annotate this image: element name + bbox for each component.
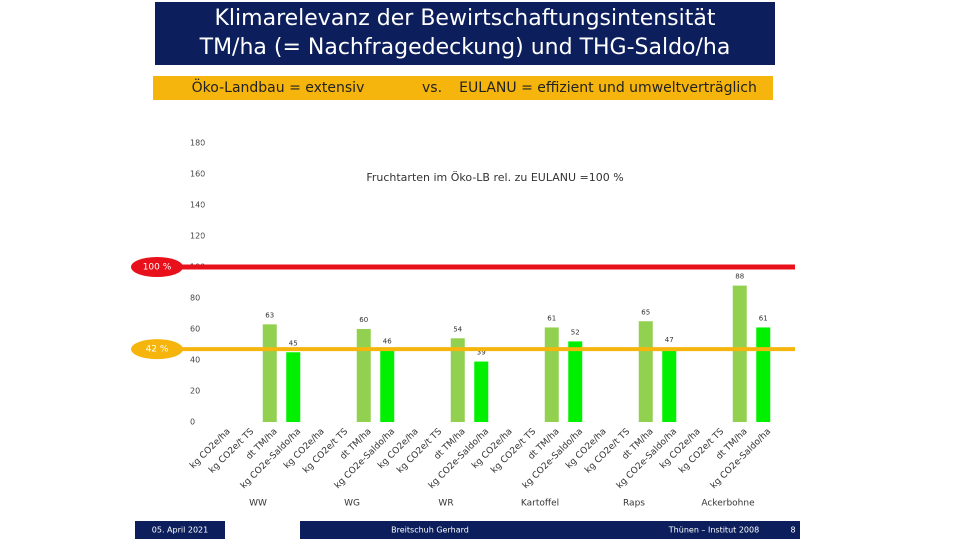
bar xyxy=(662,349,677,422)
bar xyxy=(356,329,371,422)
bar xyxy=(544,327,559,422)
bar xyxy=(450,338,465,422)
subtitle-banner xyxy=(153,76,773,100)
group-label: WR xyxy=(438,499,453,509)
bar xyxy=(286,352,301,422)
data-label: 65 xyxy=(641,308,650,316)
data-label: 54 xyxy=(453,325,462,333)
y-tick-label: 180 xyxy=(190,139,205,148)
data-label: 47 xyxy=(665,336,674,344)
y-tick-label: 60 xyxy=(190,325,200,334)
footer-page: 8 xyxy=(790,526,795,535)
data-label: 88 xyxy=(735,273,744,281)
group-label: Raps xyxy=(623,499,645,509)
bar xyxy=(380,350,395,422)
data-label: 52 xyxy=(571,328,580,336)
reference-badge xyxy=(131,257,183,277)
footer-box xyxy=(300,521,660,539)
y-tick-label: 40 xyxy=(190,356,200,365)
bar xyxy=(474,361,489,422)
y-tick-label: 0 xyxy=(190,418,195,427)
reference-label: 42 % xyxy=(146,345,169,355)
group-label: Ackerbohne xyxy=(701,499,755,509)
footer-source: Thünen – Institut 2008 xyxy=(668,526,759,535)
reference-label: 100 % xyxy=(143,263,172,273)
group-label: Kartoffel xyxy=(521,499,559,509)
group-label: WG xyxy=(344,499,360,509)
data-label: 61 xyxy=(547,314,556,322)
data-label: 60 xyxy=(359,316,368,324)
data-label: 46 xyxy=(383,338,392,346)
y-tick-label: 160 xyxy=(190,170,205,179)
data-label: 61 xyxy=(759,314,768,322)
group-label: WW xyxy=(249,499,267,509)
banner-left: Öko-Landbau = extensiv xyxy=(192,78,365,96)
footer-date: 05. April 2021 xyxy=(152,526,208,535)
title-line: TM/ha (= Nachfragedeckung) und THG-Saldo… xyxy=(199,35,731,60)
data-label: 39 xyxy=(477,349,486,357)
annotation: Fruchtarten im Öko-LB rel. zu EULANU =10… xyxy=(366,171,623,184)
banner-vs: vs. xyxy=(422,80,442,96)
footer-box xyxy=(660,521,800,539)
y-tick-label: 120 xyxy=(190,232,205,241)
bar xyxy=(568,341,583,422)
y-tick-label: 140 xyxy=(190,201,205,210)
bar xyxy=(732,285,747,422)
footer-box xyxy=(135,521,225,539)
chart: 020406080100120140160180Fruchtarten im Ö… xyxy=(131,139,795,509)
data-label: 63 xyxy=(265,311,274,319)
banner-right: EULANU = effizient und umweltverträglich xyxy=(459,80,757,96)
reference-badge xyxy=(131,339,183,360)
bar xyxy=(262,324,277,422)
y-tick-label: 20 xyxy=(190,387,200,396)
y-tick-label: 80 xyxy=(190,294,200,303)
title-banner xyxy=(155,2,775,65)
footer-author: Breitschuh Gerhard xyxy=(391,526,469,535)
title-line: Klimarelevanz der Bewirtschaftungsintens… xyxy=(215,6,716,31)
bar xyxy=(756,327,771,422)
bar xyxy=(638,321,653,422)
data-label: 45 xyxy=(289,339,298,347)
